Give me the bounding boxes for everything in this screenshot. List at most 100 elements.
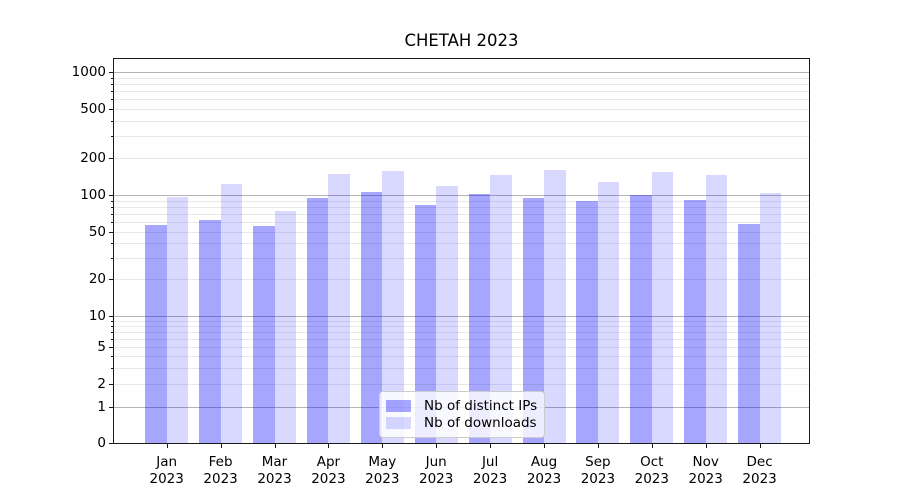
y-tick-label: 20 [88, 271, 106, 287]
y-minor-tick-mark [110, 243, 113, 245]
month-label: Oct [640, 454, 664, 470]
month-label: Apr [316, 454, 341, 470]
year-label: 2023 [634, 471, 669, 487]
y-tick-label: 2 [97, 376, 106, 392]
x-tick-mark [166, 444, 168, 448]
x-tick-mark [274, 444, 276, 448]
y-tick-label: 500 [80, 100, 106, 117]
month-label: Jun [425, 454, 447, 470]
gridline-minor [114, 243, 809, 245]
x-tick-label-feb: Feb 2023 [181, 454, 261, 488]
bar-ips-jul [468, 194, 491, 443]
bar-downloads-aug [544, 169, 566, 443]
y-tick-mark [109, 407, 113, 408]
bar-downloads-apr [328, 173, 350, 443]
x-tick-mark [759, 444, 761, 448]
bar-ips-may [360, 192, 383, 443]
bar-ips-mar [253, 225, 275, 443]
x-tick-mark [544, 444, 545, 448]
x-tick-mark [436, 444, 438, 448]
gridline-minor [114, 83, 809, 85]
gridline-major [114, 316, 809, 317]
y-tick-mark [109, 443, 113, 444]
gridline-major [114, 72, 809, 73]
x-tick-label-aug: Aug 2023 [504, 454, 584, 488]
gridline-minor [114, 98, 809, 100]
y-tick-mark [109, 347, 113, 348]
bar-ips-nov [684, 200, 706, 443]
x-tick-label-sep: Sep 2023 [558, 454, 638, 488]
bar-ips-aug [522, 197, 544, 443]
month-label: Aug [530, 454, 558, 470]
year-label: 2023 [526, 471, 562, 487]
x-tick-label-nov: Nov 2023 [666, 454, 746, 488]
x-tick-label-may: May 2023 [342, 454, 422, 488]
x-tick-label-dec: Dec 2023 [720, 454, 800, 488]
y-tick-mark [109, 279, 113, 280]
y-minor-tick-mark [110, 331, 113, 333]
bar-ips-jun [414, 204, 437, 443]
bar-downloads-jan [166, 197, 189, 443]
month-label: Feb [208, 454, 233, 470]
bar-downloads-mar [274, 211, 296, 443]
year-label: 2023 [580, 471, 616, 487]
y-minor-tick-mark [110, 325, 113, 327]
gridline-minor [114, 77, 809, 79]
gridline-minor [114, 222, 809, 224]
gridline-minor [114, 331, 809, 333]
gridline-minor [114, 320, 809, 322]
year-label: 2023 [203, 471, 238, 487]
gridline-minor [114, 347, 809, 348]
bar-downloads-nov [705, 174, 728, 443]
bar-ips-jan [145, 225, 167, 443]
month-label: Jan [156, 454, 178, 470]
y-tick-label: 0 [97, 435, 106, 451]
month-label: Nov [692, 454, 719, 470]
year-label: 2023 [311, 471, 346, 487]
year-label: 2023 [688, 471, 723, 487]
bar-downloads-oct [651, 172, 674, 443]
y-minor-tick-mark [110, 77, 113, 79]
y-minor-tick-mark [110, 206, 113, 208]
y-tick-label: 1 [97, 399, 106, 415]
gridline-minor [114, 338, 809, 340]
year-label: 2023 [149, 471, 184, 487]
gridline-minor [114, 108, 809, 110]
x-tick-label-jul: Jul 2023 [450, 454, 530, 488]
x-tick-mark [328, 444, 330, 448]
year-label: 2023 [419, 471, 454, 487]
x-tick-mark [705, 444, 707, 448]
y-tick-mark [109, 195, 113, 196]
y-minor-tick-mark [110, 320, 113, 322]
y-minor-tick-mark [110, 83, 113, 85]
y-tick-label: 200 [80, 150, 106, 166]
y-tick-label: 1000 [71, 64, 106, 80]
y-minor-tick-mark [110, 356, 113, 357]
y-tick-mark [109, 232, 113, 233]
bar-downloads-may [382, 170, 404, 443]
gridline-minor [114, 136, 809, 138]
plot-area [113, 58, 810, 444]
year-label: 2023 [257, 471, 292, 487]
gridline-minor [114, 356, 809, 357]
gridline-minor [114, 325, 809, 327]
bar-ips-apr [306, 198, 329, 443]
legend: Nb of distinct IPs Nb of downloads [379, 391, 545, 438]
gridline-minor [114, 120, 809, 122]
gridline-minor [114, 384, 809, 385]
bar-ips-sep [576, 201, 598, 443]
gridline-minor [114, 279, 809, 280]
x-tick-mark [651, 444, 653, 448]
bar-ips-dec [738, 224, 760, 443]
legend-row: Nb of distinct IPs [386, 397, 537, 415]
gridline-minor [114, 258, 809, 260]
x-tick-label-jan: Jan 2023 [127, 454, 207, 488]
gridline-major [114, 195, 809, 196]
y-tick-label: 50 [88, 224, 106, 240]
y-minor-tick-mark [110, 98, 113, 100]
bar-ips-oct [630, 195, 652, 443]
year-label: 2023 [742, 471, 777, 487]
y-tick-mark [109, 384, 113, 385]
bar-downloads-feb [220, 184, 243, 443]
